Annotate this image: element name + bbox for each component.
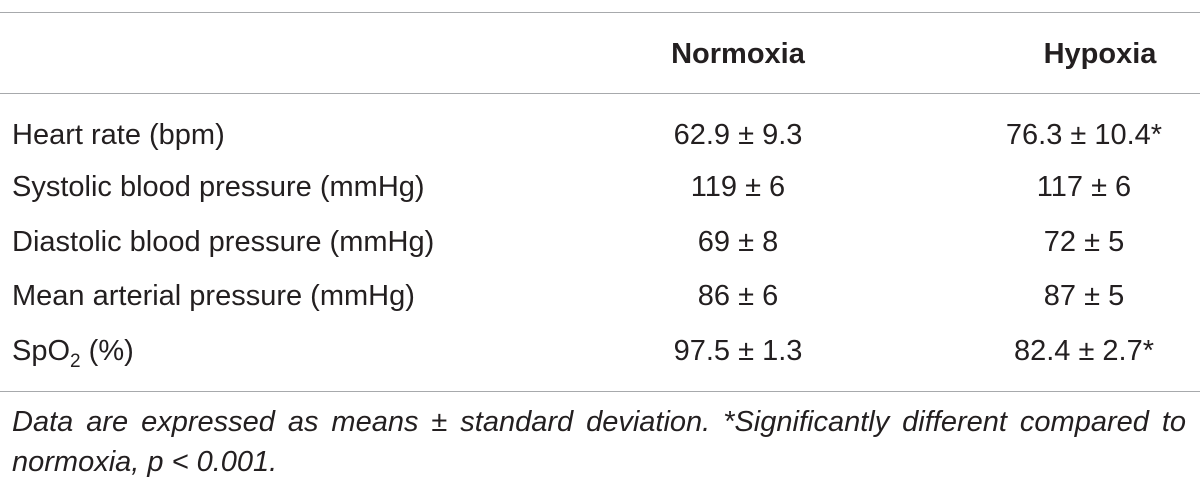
row-label-main: SpO xyxy=(12,335,71,367)
cell-hypoxia: 76.3 ± 10.4* xyxy=(1005,119,1163,151)
cell-normoxia: 69 ± 8 xyxy=(697,226,779,258)
cell-hypoxia: 117 ± 6 xyxy=(1036,171,1132,203)
row-label-suffix: (%) xyxy=(80,335,134,367)
table-row-heart-rate: Heart rate (bpm) 62.9 ± 9.3 76.3 ± 10.4* xyxy=(0,115,1200,155)
column-header-hypoxia: Hypoxia xyxy=(1043,38,1157,70)
top-rule xyxy=(0,12,1200,13)
row-label-subscript: 2 xyxy=(70,351,81,372)
cell-hypoxia: 82.4 ± 2.7* xyxy=(1013,335,1155,367)
cell-hypoxia: 87 ± 5 xyxy=(1043,280,1125,312)
table-footnote: Data are expressed as means ± standard d… xyxy=(12,406,1186,478)
column-header-normoxia: Normoxia xyxy=(671,38,805,70)
table-row-systolic: Systolic blood pressure (mmHg) 119 ± 6 1… xyxy=(0,167,1200,207)
row-label: Diastolic blood pressure (mmHg) xyxy=(12,226,435,258)
cell-normoxia: 119 ± 6 xyxy=(690,171,786,203)
table-row-mean-arterial: Mean arterial pressure (mmHg) 86 ± 6 87 … xyxy=(0,276,1200,316)
row-label: SpO2 (%) xyxy=(12,331,134,375)
cell-normoxia: 86 ± 6 xyxy=(697,280,779,312)
table-row-diastolic: Diastolic blood pressure (mmHg) 69 ± 8 7… xyxy=(0,222,1200,262)
row-label: Systolic blood pressure (mmHg) xyxy=(12,171,425,203)
table-row-spo2: SpO2 (%) 97.5 ± 1.3 82.4 ± 2.7* xyxy=(0,331,1200,372)
cell-normoxia: 62.9 ± 9.3 xyxy=(673,119,803,151)
bottom-rule xyxy=(0,391,1200,392)
row-label: Mean arterial pressure (mmHg) xyxy=(12,280,415,312)
header-rule xyxy=(0,93,1200,94)
cell-hypoxia: 72 ± 5 xyxy=(1043,226,1125,258)
cell-normoxia: 97.5 ± 1.3 xyxy=(673,335,803,367)
row-label: Heart rate (bpm) xyxy=(12,119,225,151)
